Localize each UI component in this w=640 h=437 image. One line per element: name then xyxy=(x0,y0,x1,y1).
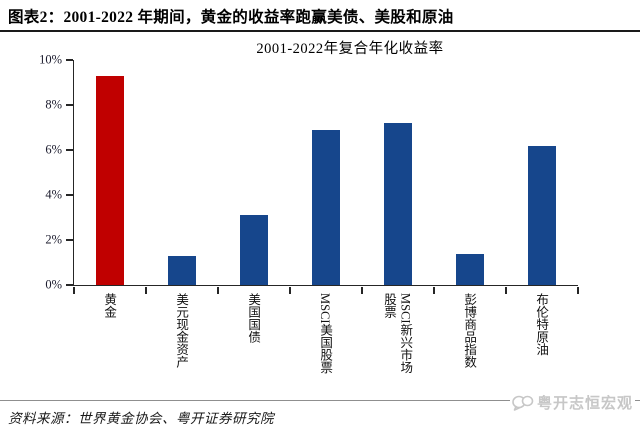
x-axis-label: MSCI美国股票 xyxy=(318,293,333,374)
chart-bar xyxy=(95,75,125,285)
y-tick xyxy=(65,59,73,61)
y-tick xyxy=(65,104,73,106)
y-tick-label: 8% xyxy=(45,97,62,112)
x-tick xyxy=(577,286,579,294)
plot-area: 0% 2% 4% 6% 8% 10% xyxy=(39,53,579,294)
watermark-text: 粤开志恒宏观 xyxy=(536,396,633,412)
y-tick xyxy=(65,194,73,196)
y-tick-label: 6% xyxy=(45,142,62,157)
chart-bar xyxy=(167,255,197,285)
y-tick-label: 4% xyxy=(45,187,62,202)
chart-bar xyxy=(527,145,557,285)
x-axis-label: 彭博商品指数 xyxy=(462,293,477,368)
chart-bar xyxy=(311,129,341,285)
y-tick xyxy=(65,149,73,151)
x-tick xyxy=(73,286,75,294)
y-tick-label: 0% xyxy=(45,277,62,292)
x-axis-label: 美国国债 xyxy=(246,293,261,343)
source-note: 资料来源：世界黄金协会、粤开证券研究院 xyxy=(8,411,274,426)
x-tick xyxy=(433,286,435,294)
x-axis-label: 布伦特原油 xyxy=(534,293,549,356)
chart-bar xyxy=(383,123,413,285)
speech-bubbles-logo-icon xyxy=(512,394,534,412)
chart-title: 2001-2022年复合年化收益率 xyxy=(256,41,444,57)
y-tick xyxy=(65,239,73,241)
x-tick xyxy=(361,286,363,294)
chart-bar xyxy=(455,253,485,285)
footer-rule xyxy=(0,400,640,401)
x-axis-labels: 黄金 美元现金资产 美国国债 MSCI美国股票 MSCI新兴市场 股票 彭博商品指数 布伦特… xyxy=(73,293,577,397)
x-axis-label: 美元现金资产 xyxy=(174,293,189,368)
header-rule xyxy=(0,30,640,32)
x-axis-label: MSCI新兴市场 股票 xyxy=(382,293,413,374)
watermark: 粤开志恒宏观 xyxy=(509,392,635,413)
y-tick-label: 2% xyxy=(45,232,62,247)
x-tick xyxy=(145,286,147,294)
x-tick xyxy=(505,286,507,294)
x-tick xyxy=(217,286,219,294)
chart-bar xyxy=(239,215,269,285)
x-tick xyxy=(289,286,291,294)
figure-title: 图表2：2001-2022 年期间，黄金的收益率跑赢美债、美股和原油 xyxy=(8,9,454,26)
x-axis-label: 黄金 xyxy=(102,293,117,318)
y-tick xyxy=(65,284,73,286)
y-tick-label: 10% xyxy=(39,52,62,67)
